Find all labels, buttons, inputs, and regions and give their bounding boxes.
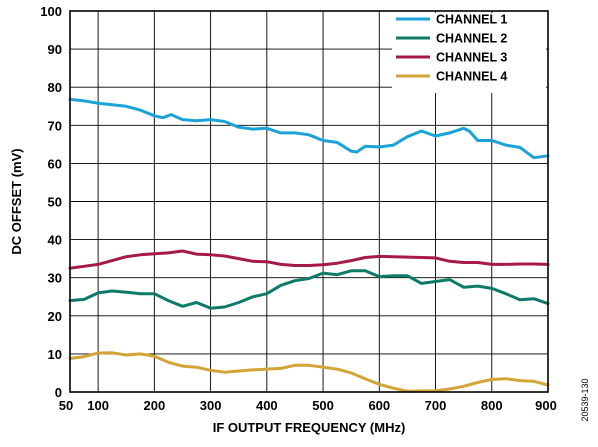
legend-label: CHANNEL 3 <box>436 51 507 65</box>
x-axis-title: IF OUTPUT FREQUENCY (MHz) <box>213 420 406 435</box>
plot-frame <box>69 10 549 393</box>
y-tick-label: 10 <box>48 347 62 362</box>
series-line-channel-2 <box>68 269 550 310</box>
legend-background <box>392 13 546 93</box>
y-tick-label: 90 <box>48 42 62 57</box>
x-tick-label: 700 <box>425 398 447 413</box>
y-tick-label: 80 <box>48 80 62 95</box>
x-tick-label: 600 <box>368 398 390 413</box>
x-tick-label: 800 <box>481 398 503 413</box>
y-tick-label: 40 <box>48 233 62 248</box>
y-axis-title: DC OFFSET (mV) <box>9 148 24 254</box>
y-tick-label: 20 <box>48 309 62 324</box>
series-line-channel-1 <box>68 97 550 160</box>
y-tick-label: 50 <box>48 195 62 210</box>
series-lines <box>68 97 550 393</box>
y-tick-label: 30 <box>48 271 62 286</box>
series-line-channel-4 <box>68 351 550 393</box>
x-tick-label: 900 <box>535 398 557 413</box>
legend: CHANNEL 1 CHANNEL 2 CHANNEL 3 CHANNEL 4 <box>396 13 507 84</box>
y-tick-labels: 0 10 20 30 40 50 60 70 80 90 100 <box>40 4 62 400</box>
y-tick-label: 0 <box>55 385 62 400</box>
x-tick-label: 200 <box>144 398 166 413</box>
x-tick-labels: 50 100 200 300 400 500 600 700 800 900 <box>59 398 557 413</box>
y-tick-label: 60 <box>48 156 62 171</box>
x-tick-label: 100 <box>87 398 109 413</box>
grid-lines <box>70 11 548 392</box>
y-tick-label: 70 <box>48 118 62 133</box>
figure-id: 20539-130 <box>580 378 590 421</box>
x-tick-label: 50 <box>59 398 73 413</box>
y-tick-label: 100 <box>40 4 62 19</box>
legend-label: CHANNEL 1 <box>436 13 507 27</box>
series-line-channel-3 <box>68 249 550 270</box>
legend-label: CHANNEL 4 <box>436 70 507 84</box>
x-tick-label: 500 <box>312 398 334 413</box>
legend-label: CHANNEL 2 <box>436 32 507 46</box>
x-tick-label: 300 <box>200 398 222 413</box>
x-tick-label: 400 <box>256 398 278 413</box>
